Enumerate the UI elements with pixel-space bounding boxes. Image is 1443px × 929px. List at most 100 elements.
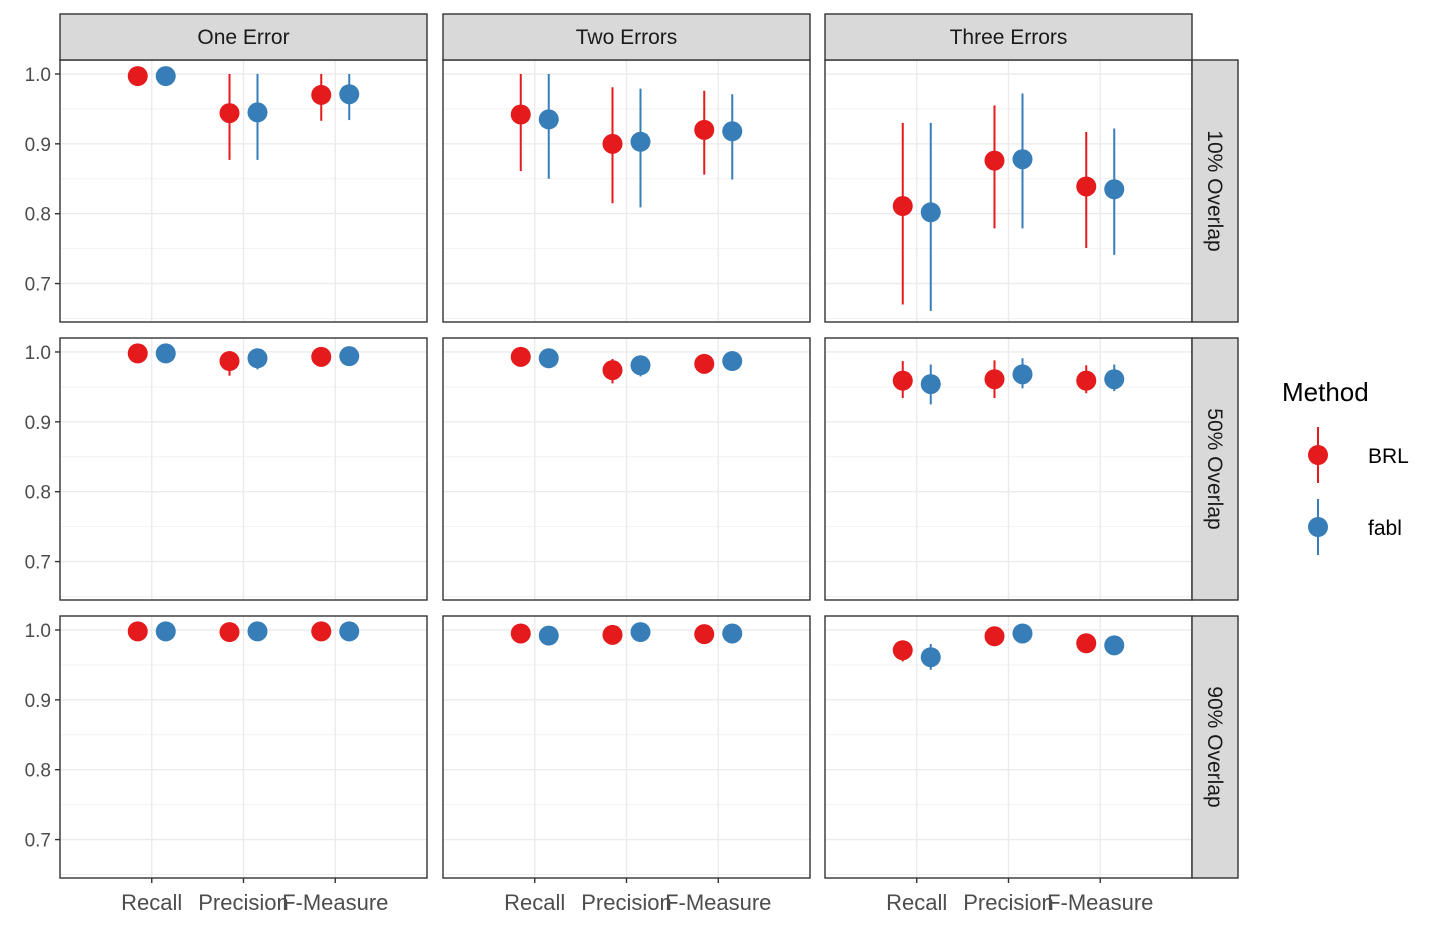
data-point: [127, 66, 148, 87]
facet-column-label: Two Errors: [576, 26, 678, 49]
y-tick-label: 1.0: [25, 65, 51, 86]
data-point: [538, 109, 559, 130]
x-tick-label: Recall: [121, 890, 182, 915]
y-tick-label: 0.8: [25, 483, 51, 504]
data-point: [247, 102, 268, 123]
legend-title: Method: [1282, 377, 1369, 407]
facet-row-label: 90% Overlap: [1203, 686, 1226, 807]
x-tick-label: F-Measure: [665, 890, 771, 915]
facet-strip-top: [59, 13, 428, 61]
data-point: [722, 623, 743, 644]
x-tick-label: F-Measure: [282, 890, 388, 915]
data-point: [219, 622, 240, 643]
y-tick-label: 1.0: [25, 621, 51, 642]
data-point: [892, 370, 913, 391]
data-point: [920, 374, 941, 395]
facet-strip-right: [1191, 337, 1239, 601]
data-point: [984, 626, 1005, 647]
y-tick-label: 0.8: [25, 205, 51, 226]
data-point: [1076, 633, 1097, 654]
y-tick-label: 0.9: [25, 413, 51, 434]
data-point: [538, 348, 559, 369]
data-point: [920, 647, 941, 668]
facet-column-label: Three Errors: [950, 26, 1068, 49]
data-point: [722, 121, 743, 142]
panels: [59, 59, 1193, 879]
data-point: [892, 640, 913, 661]
y-tick-label: 0.7: [25, 553, 51, 574]
y-tick-label: 0.7: [25, 831, 51, 852]
legend-key-point: [1308, 445, 1328, 465]
data-point: [892, 196, 913, 217]
data-point: [630, 131, 651, 152]
data-point: [538, 625, 559, 646]
data-point: [155, 343, 176, 364]
data-point: [1012, 364, 1033, 385]
y-tick-label: 0.9: [25, 691, 51, 712]
data-point: [1012, 149, 1033, 170]
x-tick-label: Recall: [504, 890, 565, 915]
data-point: [602, 360, 623, 381]
data-point: [155, 621, 176, 642]
data-point: [339, 84, 360, 105]
data-point: [630, 622, 651, 643]
data-point: [602, 133, 623, 154]
data-point: [1012, 623, 1033, 644]
y-tick-label: 0.8: [25, 761, 51, 782]
x-tick-label: Precision: [963, 890, 1053, 915]
x-tick-label: Precision: [198, 890, 288, 915]
axes: 0.7 0.8 0.9 1.0 0.7 0.8 0.9 1.0 0.7 0.8 0.9 1.0 Reca…: [25, 65, 1154, 915]
data-point: [1076, 370, 1097, 391]
data-point: [510, 623, 531, 644]
data-point: [630, 355, 651, 376]
data-point: [339, 346, 360, 367]
data-point: [339, 621, 360, 642]
legend-label: BRL: [1368, 445, 1409, 468]
facet-row-label: 50% Overlap: [1203, 408, 1226, 529]
data-point: [1104, 179, 1125, 200]
data-point: [510, 346, 531, 367]
data-point: [602, 624, 623, 645]
legend-key-point: [1308, 517, 1328, 537]
data-point: [694, 119, 715, 140]
data-point: [247, 348, 268, 369]
series-BRL: [127, 66, 1097, 662]
x-tick-label: Recall: [886, 890, 947, 915]
data-point: [219, 351, 240, 372]
data-point: [694, 624, 715, 645]
data-point: [1104, 369, 1125, 390]
facet-strip-top: [442, 13, 811, 61]
y-tick-label: 0.7: [25, 275, 51, 296]
data-point: [722, 351, 743, 372]
data-point: [984, 150, 1005, 171]
data-point: [155, 66, 176, 87]
data-point: [311, 84, 332, 105]
data-point: [311, 621, 332, 642]
data-point: [219, 103, 240, 124]
y-tick-label: 0.9: [25, 135, 51, 156]
data-point: [1076, 176, 1097, 197]
facet-row-label: 10% Overlap: [1203, 130, 1226, 251]
data-point: [1104, 635, 1125, 656]
facet-strip-right: [1191, 615, 1239, 879]
x-tick-label: Precision: [581, 890, 671, 915]
facet-strips: One Error Two Errors Three Errors 10% Overl…: [59, 13, 1239, 879]
series-fabl: [155, 66, 1125, 670]
data-point: [247, 621, 268, 642]
facet-column-label: One Error: [197, 26, 289, 49]
legend: Method BRL fabl: [1282, 377, 1409, 555]
data-point: [694, 353, 715, 374]
data-point: [510, 104, 531, 125]
facet-strip-right: [1191, 59, 1239, 323]
data-point: [311, 346, 332, 367]
data-point: [127, 343, 148, 364]
panel-border: [59, 337, 428, 601]
y-tick-label: 1.0: [25, 343, 51, 364]
data-point: [984, 369, 1005, 390]
legend-label: fabl: [1368, 517, 1402, 540]
facet-strip-top: [824, 13, 1193, 61]
data-point: [127, 621, 148, 642]
data-point: [920, 202, 941, 223]
panel-border: [442, 337, 811, 601]
